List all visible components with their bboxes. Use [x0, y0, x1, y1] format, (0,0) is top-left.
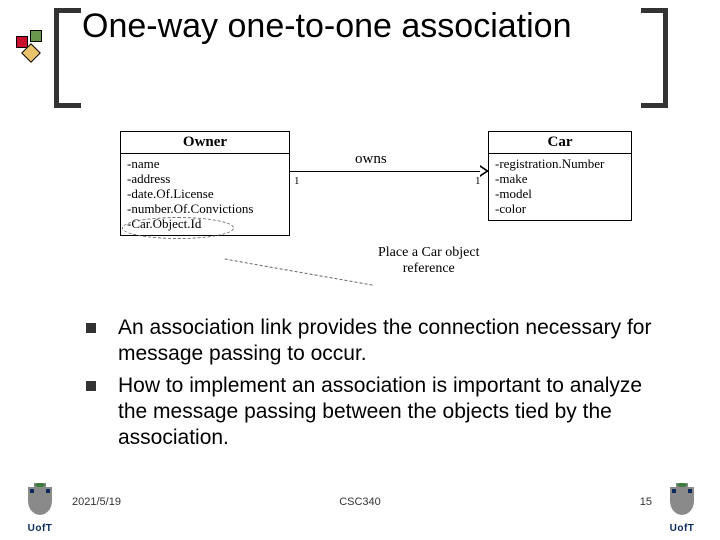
- crest-label-right: UofT: [658, 523, 706, 534]
- uml-multiplicity-left: 1: [294, 175, 300, 187]
- bullet-item: An association link provides the connect…: [86, 315, 660, 367]
- slide-title: One-way one-to-one association: [82, 6, 638, 46]
- uml-callout-connector: [225, 229, 378, 286]
- uml-association-arrow: [480, 165, 489, 177]
- bullet-square-icon: [86, 323, 96, 333]
- uml-class-car: Car -registration.Number -make -model -c…: [488, 131, 632, 221]
- crest-icon: [20, 481, 60, 521]
- uml-multiplicity-right: 1: [475, 175, 481, 187]
- bullet-list: An association link provides the connect…: [86, 315, 660, 457]
- uml-diagram: Owner -name -address -date.Of.License -n…: [120, 125, 630, 305]
- uml-association-line: [289, 171, 488, 172]
- crest-right: UofT: [658, 481, 706, 534]
- uml-callout-ellipse: [122, 217, 234, 239]
- bullet-item: How to implement an association is impor…: [86, 373, 660, 451]
- bullet-square-icon: [86, 381, 96, 391]
- crest-left: UofT: [16, 481, 64, 534]
- title-bracket-right: [641, 8, 668, 108]
- uml-class-owner-name: Owner: [121, 132, 289, 154]
- uml-callout-line1: Place a Car object: [378, 245, 479, 260]
- crest-icon: [662, 481, 702, 521]
- footer-page: 15: [640, 496, 652, 508]
- title-bracket-left: [54, 8, 81, 108]
- crest-label-left: UofT: [16, 523, 64, 534]
- decorative-icon: [16, 34, 48, 58]
- bullet-text: An association link provides the connect…: [118, 315, 660, 367]
- uml-callout-text: Place a Car object reference: [378, 245, 479, 277]
- uml-callout-line2: reference: [403, 261, 455, 276]
- bullet-text: How to implement an association is impor…: [118, 373, 660, 451]
- uml-class-car-attrs: -registration.Number -make -model -color: [489, 154, 631, 220]
- footer-course: CSC340: [0, 496, 720, 508]
- uml-association-label: owns: [355, 151, 387, 168]
- uml-class-car-name: Car: [489, 132, 631, 154]
